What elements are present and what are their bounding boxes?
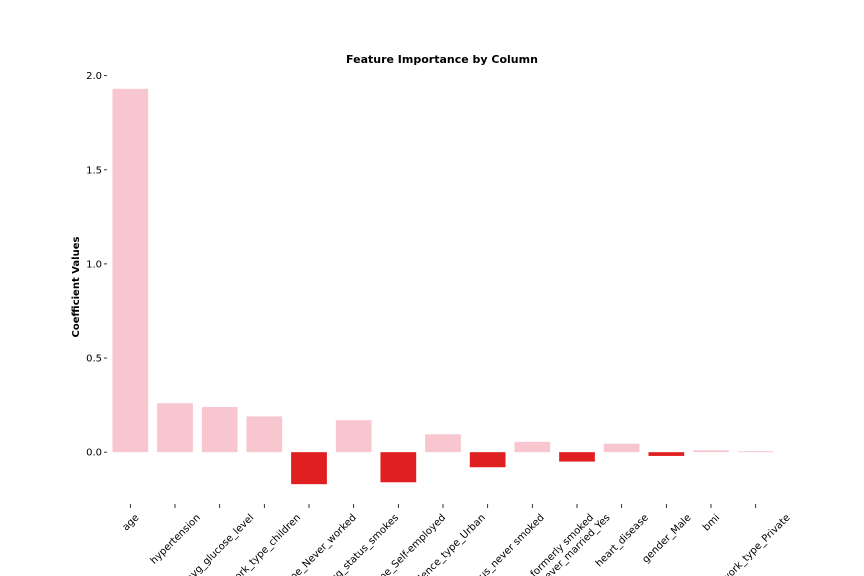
x-tick-label: age (121, 512, 142, 533)
bar (246, 416, 283, 453)
bar (648, 452, 685, 456)
bar (603, 443, 640, 453)
y-tick-label: 1.5 (86, 165, 102, 176)
bar (469, 452, 506, 468)
bar (157, 403, 193, 453)
bar (335, 420, 372, 453)
bar (380, 452, 417, 483)
bar (112, 88, 149, 453)
bar (201, 406, 238, 453)
bar (514, 441, 551, 453)
y-tick-label: 2.0 (86, 71, 102, 82)
bar (425, 434, 461, 453)
y-tick-label: 0.0 (86, 448, 102, 459)
bar (693, 450, 729, 453)
x-tick-label: bmi (701, 512, 722, 533)
y-tick-label: 0.5 (86, 354, 102, 365)
x-tick-label: work_type_Private (720, 512, 792, 576)
y-tick-label: 1.0 (86, 259, 102, 270)
bar (737, 451, 774, 453)
chart-title: Feature Importance by Column (346, 53, 538, 66)
y-axis-label: Coefficient Values (71, 237, 82, 338)
x-tick-label: hypertension (149, 512, 203, 566)
bar (559, 452, 595, 462)
bar (291, 452, 327, 485)
